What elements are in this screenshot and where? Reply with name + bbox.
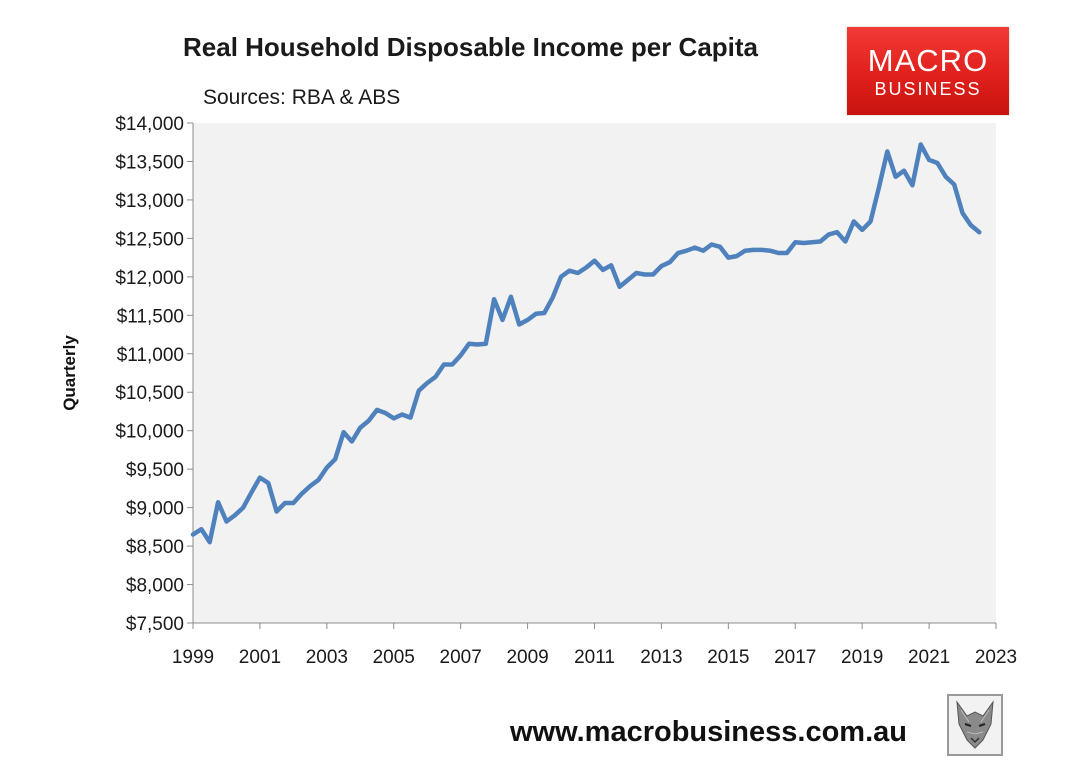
chart-subtitle: Sources: RBA & ABS (203, 86, 401, 109)
y-axis: $7,500 $8,000 $8,500 $9,000 $9,500 $10,000 $10… (115, 114, 194, 635)
y-tick-label: $10,000 (115, 422, 184, 443)
y-tick-label: $11,500 (117, 306, 184, 327)
y-tick-label: $12,500 (115, 229, 184, 250)
y-axis-label: Quarterly (60, 335, 79, 411)
y-tick-label: $9,500 (126, 460, 184, 481)
x-tick-label: 2005 (373, 647, 415, 668)
x-tick-label: 2023 (975, 647, 1017, 668)
y-tick-label: $8,000 (126, 576, 184, 597)
x-tick-label: 2011 (574, 647, 615, 668)
x-tick-label: 2019 (841, 647, 883, 668)
y-tick-label: $7,500 (126, 614, 184, 635)
x-tick-label: 2007 (440, 647, 482, 668)
y-tick-label: $13,500 (115, 152, 184, 173)
logo-text-business: BUSINESS (874, 79, 982, 99)
x-tick-label: 2021 (908, 647, 950, 668)
x-tick-label: 2017 (774, 647, 816, 668)
y-tick-label: $14,000 (115, 114, 184, 135)
y-tick-label: $12,000 (115, 268, 184, 289)
series-layer (190, 142, 982, 545)
y-tick-label: $13,000 (115, 191, 184, 212)
plot-area (193, 123, 996, 623)
x-tick-label: 2009 (506, 647, 548, 668)
series-line (190, 142, 982, 545)
y-tick-label: $9,000 (126, 499, 184, 520)
y-tick-label: $11,000 (117, 345, 184, 366)
x-tick-label: 2003 (306, 647, 348, 668)
x-tick-label: 2001 (239, 647, 281, 668)
x-tick-label: 1999 (172, 647, 214, 668)
wolf-logo-icon (947, 694, 1003, 756)
macrobusiness-logo: MACRO BUSINESS (847, 27, 1009, 115)
x-tick-label: 2013 (640, 647, 682, 668)
footer-url: www.macrobusiness.com.au (510, 716, 907, 748)
y-tick-label: $8,500 (126, 537, 184, 558)
x-axis: 1999 2001 2003 2005 2007 2009 2011 2013 2015 2017… (172, 622, 1017, 668)
x-tick-label: 2015 (707, 647, 749, 668)
chart-title: Real Household Disposable Income per Cap… (183, 32, 759, 62)
logo-text-macro: MACRO (867, 43, 989, 78)
y-tick-label: $10,500 (115, 383, 184, 404)
